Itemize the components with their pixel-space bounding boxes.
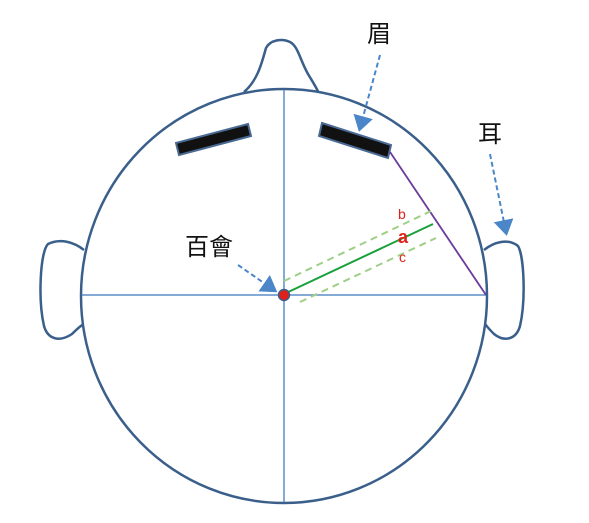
crown-point-dot [277,288,291,302]
ear-arrow [489,153,514,236]
eyebrow-label: 眉 [367,20,391,48]
left-eyebrow [174,122,253,157]
crown-point-arrow [237,264,278,293]
eyebrow-arrow [353,54,381,132]
crown-point-label: 百會 [185,233,233,261]
line-c [299,237,437,303]
right-ear-shape [482,240,525,340]
line-b-label: b [398,206,406,222]
nose-shape [243,38,322,97]
ear-label: 耳 [478,120,502,148]
right-eyebrow [317,121,393,160]
line-a-label: a [398,227,409,247]
line-a [283,223,434,295]
line-b [283,210,432,282]
eyebrow-to-ear-line [389,151,487,296]
line-c-label: c [399,249,406,265]
left-ear-shape [39,239,85,340]
